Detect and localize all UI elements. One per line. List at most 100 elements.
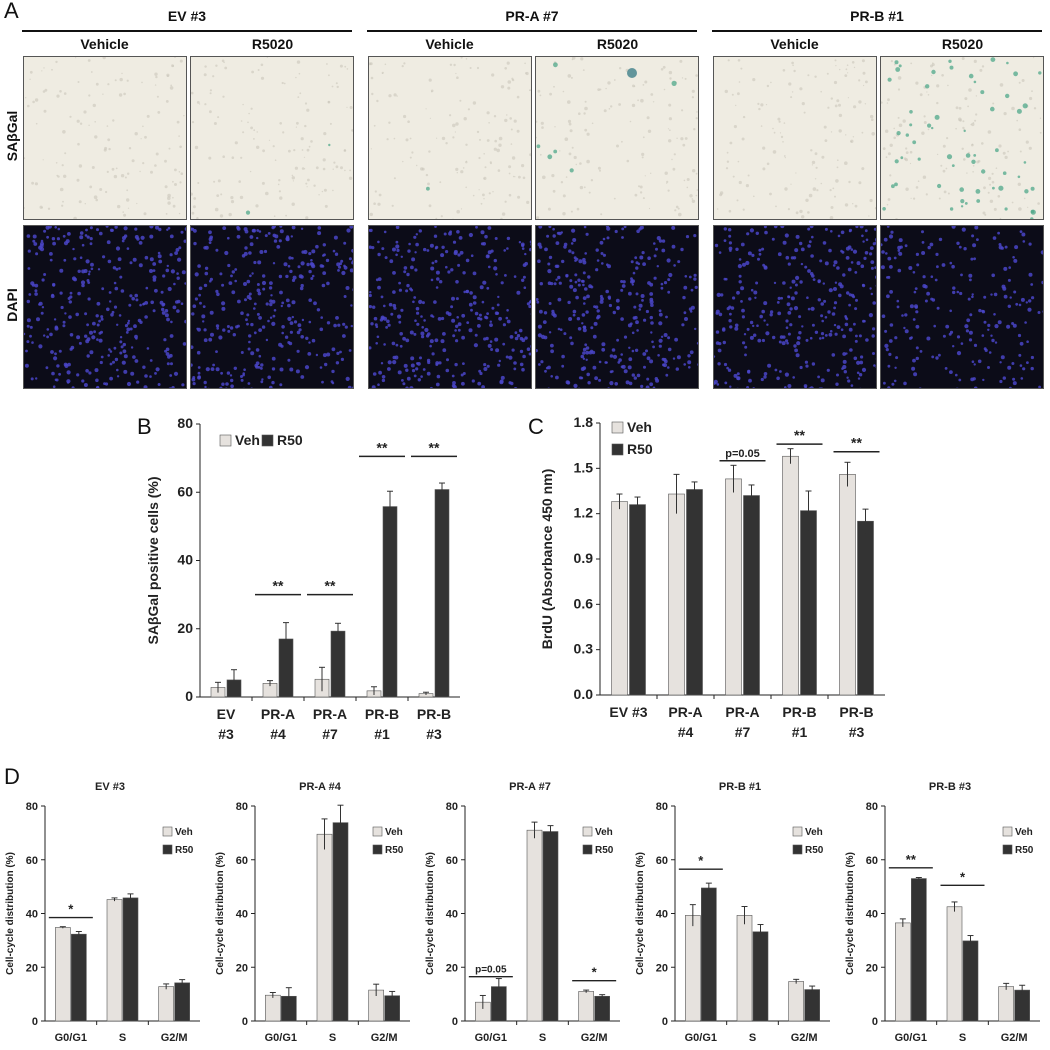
nucleus (369, 245, 372, 249)
nucleus (183, 239, 186, 243)
nucleus (482, 280, 487, 285)
nucleus (337, 269, 340, 272)
nucleus (612, 310, 616, 315)
nucleus (801, 325, 804, 328)
nucleus (418, 229, 422, 233)
nucleus (146, 347, 150, 350)
nucleus (577, 283, 581, 287)
cell-outline (59, 187, 64, 192)
cell-outline (695, 194, 698, 197)
nucleus (270, 294, 273, 297)
cell-cycle-y-label: Cell-cycle distribution (%) (425, 852, 436, 975)
cell-outline (409, 137, 412, 140)
cell-outline (554, 126, 556, 128)
nucleus (844, 322, 849, 327)
nucleus (457, 328, 461, 332)
nucleus (418, 299, 423, 304)
cell-cycle-y-tick-label: 80 (236, 801, 248, 813)
stained-cell (981, 169, 986, 174)
stained-cell (949, 65, 954, 70)
nucleus (649, 359, 654, 364)
nucleus (587, 381, 591, 385)
nucleus (308, 252, 312, 256)
nucleus (443, 232, 447, 236)
nucleus (982, 378, 985, 382)
nucleus (76, 335, 81, 340)
nucleus (209, 277, 213, 281)
nucleus (694, 285, 698, 289)
nucleus (969, 313, 973, 317)
nucleus (528, 304, 531, 309)
nucleus (793, 306, 799, 311)
cell-outline (987, 191, 990, 194)
nucleus (158, 259, 163, 264)
nucleus (974, 226, 979, 230)
nucleus (56, 237, 61, 241)
nucleus (1030, 366, 1034, 371)
dapi-background (24, 226, 186, 388)
nucleus (927, 245, 931, 250)
cell-outline (378, 193, 382, 197)
cell-outline (765, 104, 768, 106)
nucleus (346, 228, 351, 233)
nucleus (915, 324, 920, 329)
nucleus (252, 228, 256, 233)
nucleus (697, 363, 698, 366)
nucleus (49, 252, 53, 256)
nucleus (886, 294, 890, 299)
nucleus (930, 297, 934, 301)
nucleus (462, 372, 466, 375)
nucleus (582, 260, 587, 265)
nucleus (81, 379, 85, 383)
cell-cycle-legend-swatch (792, 844, 803, 855)
nucleus (276, 245, 281, 249)
cell-outline (456, 209, 460, 214)
cell-outline (540, 121, 544, 125)
nucleus (199, 301, 202, 305)
stained-cell (951, 164, 955, 167)
nucleus (769, 313, 773, 317)
cell-outline (824, 139, 828, 142)
nucleus (874, 237, 876, 242)
nucleus (411, 257, 416, 262)
nucleus (530, 344, 531, 348)
nucleus (100, 315, 104, 319)
nucleus (973, 386, 978, 388)
nucleus (502, 342, 506, 346)
nucleus (483, 363, 487, 367)
cell-outline (827, 106, 830, 109)
nucleus (872, 301, 876, 305)
nucleus (672, 357, 676, 360)
nucleus (291, 226, 296, 230)
nucleus (157, 251, 161, 255)
nucleus (810, 254, 814, 258)
cell-outline (871, 132, 875, 136)
nucleus (1031, 296, 1035, 300)
micrograph-texture (191, 226, 353, 388)
cell-outline (115, 167, 118, 170)
nucleus (687, 354, 691, 358)
nucleus (351, 386, 353, 388)
nucleus (787, 332, 791, 336)
cell-outline (217, 179, 221, 183)
nucleus (847, 379, 851, 383)
stained-cell (931, 69, 936, 75)
nucleus (649, 292, 654, 296)
nucleus (26, 299, 30, 304)
cell-outline (370, 76, 374, 80)
nucleus (653, 254, 657, 258)
nucleus (326, 352, 331, 357)
nucleus (611, 348, 616, 352)
nucleus (248, 292, 252, 296)
nucleus (827, 310, 831, 314)
brightfield-background (714, 57, 876, 219)
nucleus (170, 362, 173, 366)
cell-outline (926, 91, 928, 93)
nucleus (574, 280, 578, 284)
cell-outline (815, 166, 818, 169)
nucleus (605, 361, 608, 364)
cell-outline (89, 185, 93, 189)
nucleus (51, 237, 56, 241)
nucleus (415, 306, 420, 311)
nucleus (305, 336, 309, 340)
